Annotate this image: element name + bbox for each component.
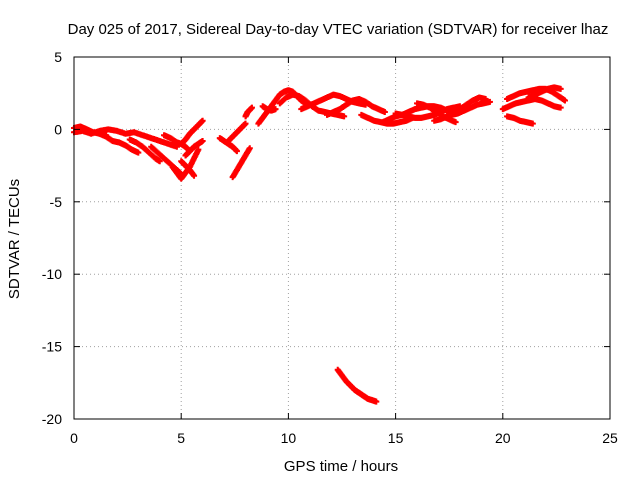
data-point [199, 117, 206, 124]
data-point [242, 120, 249, 127]
x-tick-label: 15 [388, 430, 404, 446]
series-arc-29 [525, 84, 564, 101]
data-point [341, 113, 348, 120]
data-point [195, 146, 202, 153]
series-arc-8 [178, 117, 206, 147]
data-point [233, 148, 240, 155]
y-tick-label: 0 [54, 121, 62, 137]
plot-frame [73, 56, 611, 420]
ticks: 0 5 10 15 20 25 -20 -15 -10 -5 0 5 [42, 49, 618, 446]
series-arc-14 [242, 104, 255, 120]
y-tick-label: -10 [42, 266, 62, 282]
data-point [135, 149, 142, 156]
data-point [156, 158, 163, 165]
series-arc-30 [334, 366, 380, 405]
data-point [486, 98, 493, 105]
y-axis-title: SDTVAR / TECUs [6, 179, 23, 299]
series-arc-19 [323, 95, 388, 118]
data-point [452, 119, 459, 126]
data-point [557, 85, 564, 92]
x-tick-label: 10 [281, 430, 297, 446]
x-tick-label: 0 [70, 430, 78, 446]
series-arc-9 [182, 137, 206, 159]
series-arc-3 [96, 130, 142, 156]
series-arc-28 [504, 113, 536, 127]
y-tick-label: 5 [54, 49, 62, 65]
series-arc-4 [126, 136, 163, 165]
series-arc-25 [448, 98, 493, 118]
chart-title: Day 025 of 2017, Sidereal Day-to-day VTE… [68, 21, 609, 38]
data-points [71, 84, 568, 405]
series-arc-13 [229, 145, 253, 181]
data-point [246, 145, 253, 152]
x-tick-label: 20 [495, 430, 511, 446]
y-tick-label: -5 [50, 194, 63, 210]
data-point [373, 398, 380, 405]
data-point [272, 106, 279, 113]
data-point [248, 104, 255, 111]
series-arc-2 [71, 126, 180, 150]
data-point [191, 172, 198, 179]
data-point [557, 104, 564, 111]
y-tick-label: -15 [42, 339, 62, 355]
data-point [529, 120, 536, 127]
series-arc-22 [392, 103, 463, 121]
data-point [199, 137, 206, 144]
data-point [381, 109, 388, 116]
x-tick-label: 25 [602, 430, 618, 446]
series-arc-12 [225, 120, 249, 144]
data-point [561, 97, 568, 104]
series-arc-16 [259, 103, 279, 114]
grid [74, 57, 610, 419]
x-tick-label: 5 [177, 430, 185, 446]
y-tick-label: -20 [42, 411, 62, 427]
x-axis-title: GPS time / hours [284, 458, 398, 475]
series-arc-10 [178, 158, 198, 179]
